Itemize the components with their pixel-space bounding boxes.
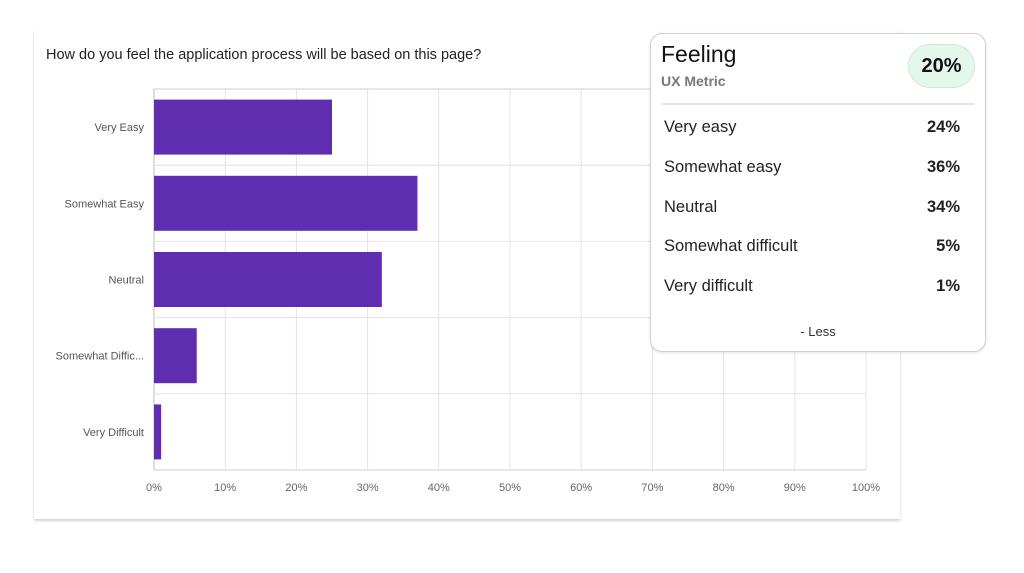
- bar: [154, 252, 382, 307]
- metric-popup: Feeling UX Metric 20% Very easy 24% Some…: [650, 33, 986, 352]
- x-tick-label: 30%: [357, 482, 379, 494]
- bar: [154, 404, 162, 460]
- less-toggle-button[interactable]: - Less: [800, 324, 836, 339]
- category-label: Very Difficult: [83, 427, 144, 439]
- popup-title: Feeling: [661, 41, 737, 67]
- category-label: Somewhat Easy: [65, 198, 145, 210]
- x-tick-label: 80%: [713, 482, 735, 494]
- row-value: 24%: [926, 118, 960, 137]
- popup-row: Very easy 24%: [651, 108, 985, 148]
- x-tick-label: 100%: [852, 482, 880, 494]
- bar: [154, 99, 332, 155]
- popup-subtitle: UX Metric: [661, 73, 726, 89]
- score-badge: 20%: [908, 44, 975, 88]
- divider: [661, 103, 975, 105]
- x-tick-label: 50%: [499, 482, 521, 494]
- row-value: 36%: [926, 158, 960, 177]
- row-value: 34%: [926, 197, 960, 216]
- x-tick-label: 60%: [570, 482, 592, 494]
- category-label: Neutral: [109, 275, 144, 287]
- x-tick-label: 40%: [428, 482, 450, 494]
- x-tick-label: 10%: [214, 482, 236, 494]
- bar: [154, 175, 418, 231]
- row-value: 1%: [936, 277, 960, 296]
- question-title: How do you feel the application process …: [46, 47, 482, 63]
- x-tick-label: 20%: [285, 482, 307, 494]
- row-label: Very easy: [664, 118, 737, 137]
- row-label: Somewhat difficult: [664, 237, 798, 256]
- popup-row: Very difficult 1%: [651, 267, 985, 307]
- row-label: Very difficult: [664, 277, 753, 296]
- popup-row: Neutral 34%: [651, 187, 985, 227]
- row-label: Somewhat easy: [664, 158, 782, 177]
- row-value: 5%: [936, 237, 960, 256]
- popup-row: Somewhat easy 36%: [651, 148, 985, 188]
- x-tick-label: 0%: [146, 482, 162, 494]
- category-label: Very Easy: [94, 122, 144, 134]
- popup-rows: Very easy 24% Somewhat easy 36% Neutral …: [651, 108, 985, 306]
- category-label: Somewhat Diffic...: [56, 351, 144, 363]
- row-label: Neutral: [664, 197, 718, 216]
- x-tick-label: 70%: [641, 482, 663, 494]
- popup-row: Somewhat difficult 5%: [651, 227, 985, 267]
- bar: [154, 328, 197, 384]
- x-tick-label: 90%: [784, 482, 806, 494]
